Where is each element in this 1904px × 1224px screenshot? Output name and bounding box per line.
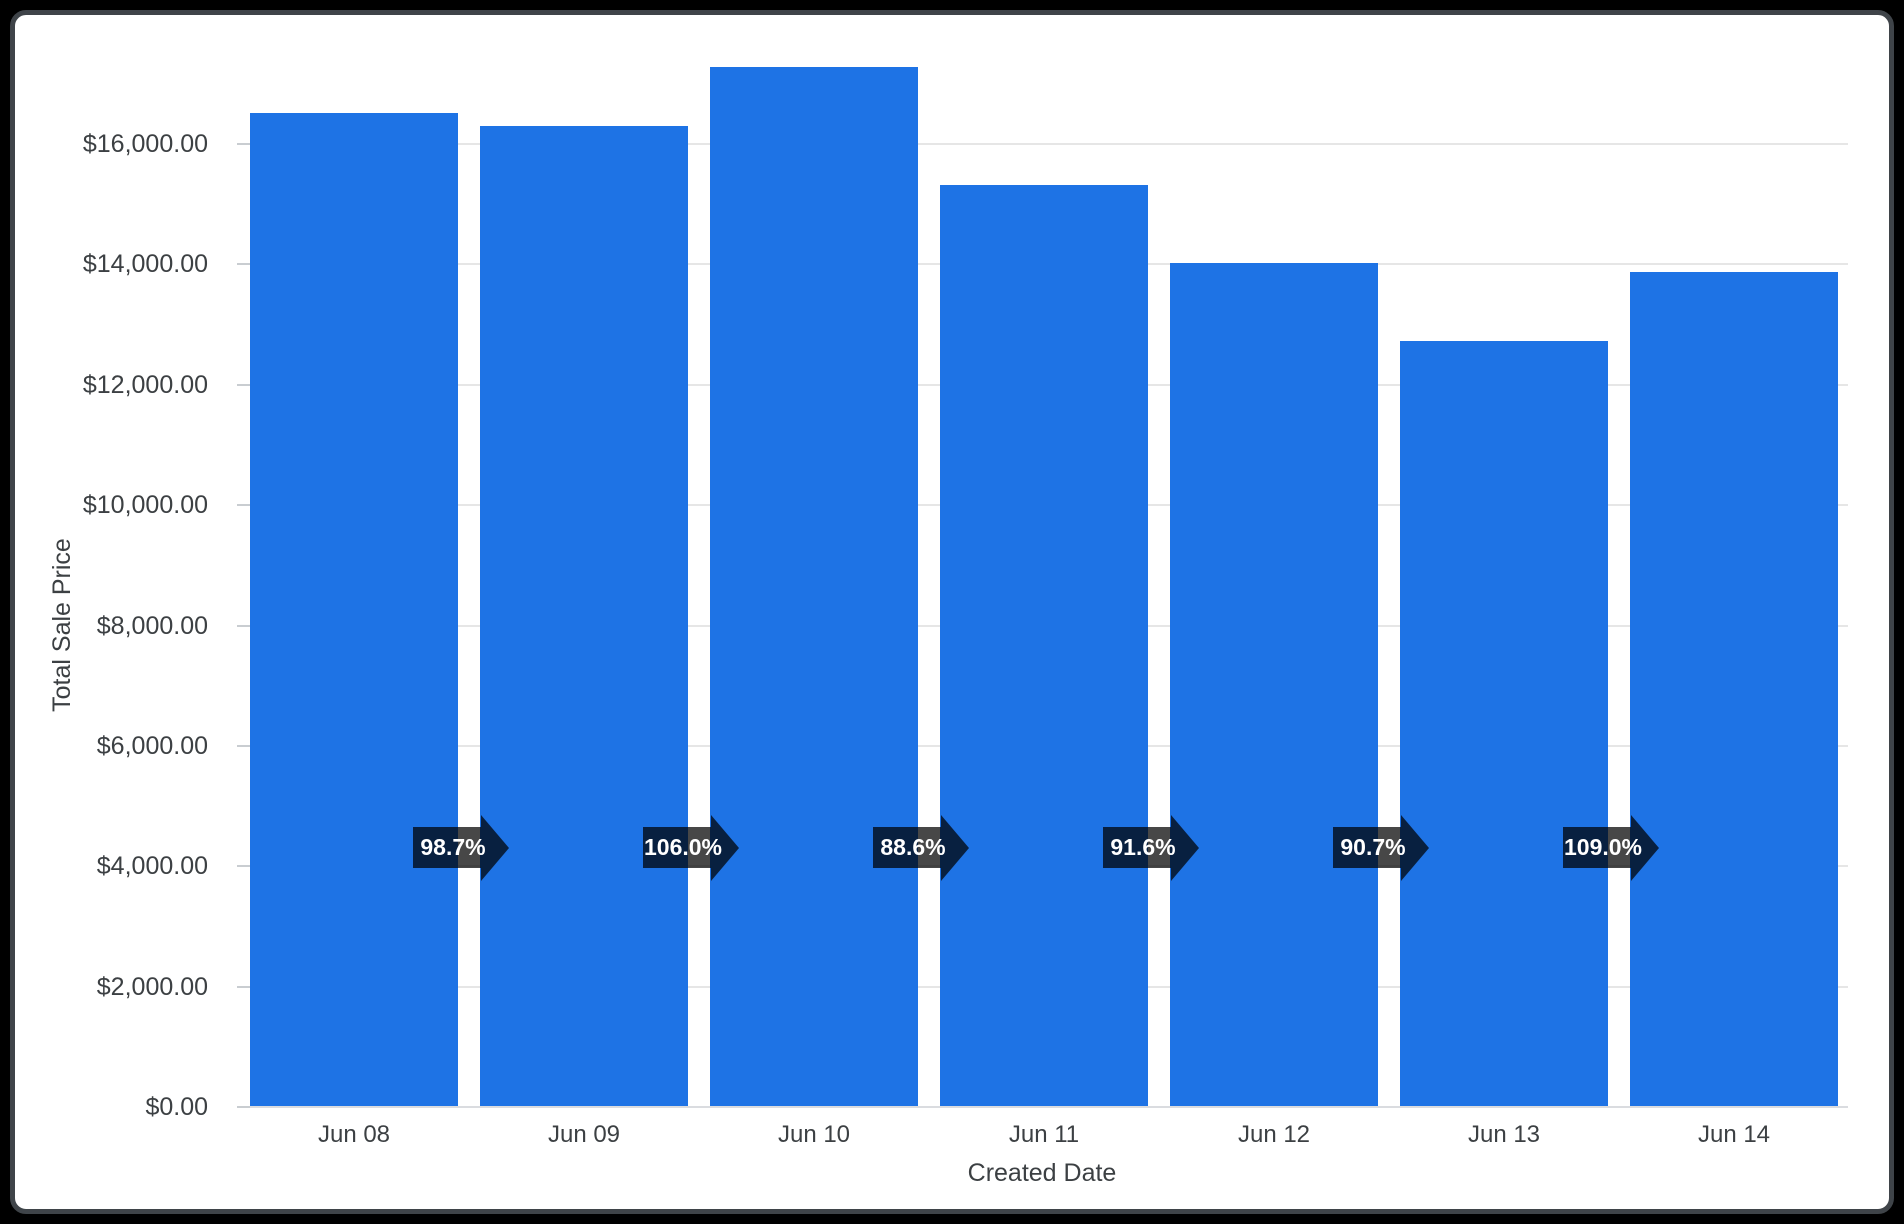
y-axis-tick — [237, 384, 250, 386]
change-arrow-body — [873, 827, 941, 868]
x-axis-title: Created Date — [967, 1159, 1117, 1187]
arrow-right-icon — [711, 815, 739, 881]
x-tick-label: Jun 10 — [777, 1121, 851, 1148]
y-axis-tick — [237, 504, 250, 506]
x-tick-label: Jun 11 — [1008, 1121, 1080, 1148]
change-arrow: 109.0% — [1563, 815, 1659, 881]
y-axis-tick — [237, 745, 250, 747]
x-tick-label: Jun 13 — [1467, 1121, 1541, 1148]
arrow-right-icon — [1401, 815, 1429, 881]
y-tick-label: $10,000.00 — [82, 491, 208, 519]
x-tick-label: Jun 14 — [1697, 1121, 1771, 1148]
change-arrow-body — [1103, 827, 1171, 868]
bar-jun-08[interactable] — [250, 113, 458, 1106]
y-tick-label: $12,000.00 — [82, 371, 208, 399]
plot-area: Total Sale Price Created Date $0.00 $2,00… — [15, 15, 1889, 1209]
gridline — [237, 1106, 1848, 1108]
y-axis-tick — [237, 865, 250, 867]
arrow-right-icon — [481, 815, 509, 881]
change-arrow: 106.0% — [643, 815, 739, 881]
change-arrow-body — [413, 827, 481, 868]
y-tick-label: $14,000.00 — [82, 250, 208, 278]
y-axis-tick — [237, 986, 250, 988]
bar-jun-13[interactable] — [1400, 341, 1608, 1106]
gridline — [237, 143, 1848, 145]
arrow-right-icon — [1631, 815, 1659, 881]
bar-jun-14[interactable] — [1630, 272, 1838, 1106]
change-arrow-label: 106.0% — [643, 834, 722, 860]
change-arrow: 88.6% — [873, 815, 969, 881]
y-axis-tick — [237, 143, 250, 145]
change-arrow-label: 109.0% — [1563, 834, 1642, 860]
y-tick-label: $16,000.00 — [82, 130, 208, 158]
x-tick-label: Jun 12 — [1237, 1121, 1311, 1148]
bar-jun-09[interactable] — [480, 126, 688, 1106]
change-arrow-body — [1333, 827, 1401, 868]
arrow-right-icon — [1171, 815, 1199, 881]
change-arrow: 91.6% — [1103, 815, 1199, 881]
change-arrow-label: 90.7% — [1340, 834, 1406, 860]
bar-jun-10[interactable] — [710, 67, 918, 1106]
x-tick-label: Jun 09 — [547, 1121, 621, 1148]
y-tick-label: $6,000.00 — [96, 732, 208, 760]
change-arrow-label: 98.7% — [420, 834, 486, 860]
chart-card: Total Sale Price Created Date $0.00 $2,00… — [10, 10, 1894, 1214]
change-arrow: 98.7% — [413, 815, 509, 881]
y-tick-label: $8,000.00 — [96, 612, 208, 640]
y-tick-label: $4,000.00 — [96, 852, 208, 880]
y-tick-label: $2,000.00 — [96, 973, 208, 1001]
arrow-right-icon — [941, 815, 969, 881]
change-arrow-label: 91.6% — [1110, 834, 1176, 860]
change-arrow-label: 88.6% — [880, 834, 946, 860]
bar-jun-11[interactable] — [940, 185, 1148, 1106]
y-axis-tick — [237, 1106, 250, 1108]
y-tick-label: $0.00 — [145, 1093, 208, 1121]
change-arrow-body — [643, 827, 711, 868]
y-axis-tick — [237, 263, 250, 265]
y-axis-tick — [237, 625, 250, 627]
change-arrow-body — [1563, 827, 1631, 868]
x-tick-label: Jun 08 — [317, 1121, 391, 1148]
bar-jun-12[interactable] — [1170, 263, 1378, 1106]
change-arrow: 90.7% — [1333, 815, 1429, 881]
